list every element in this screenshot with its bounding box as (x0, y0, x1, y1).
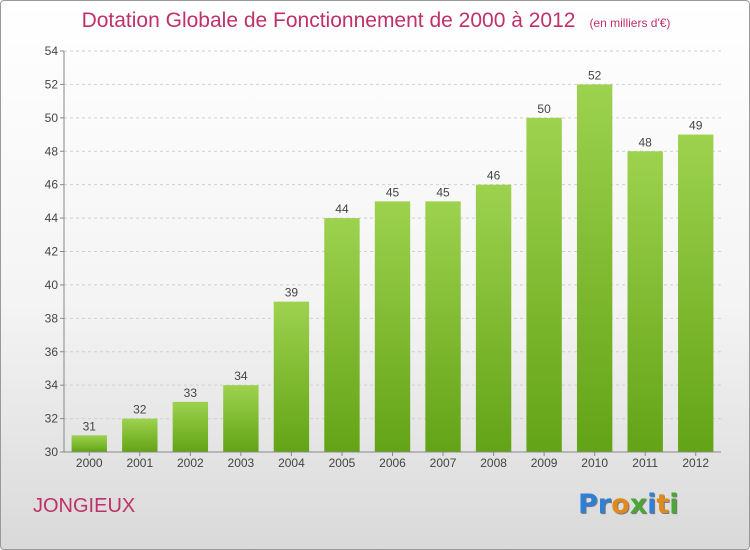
y-tick-label: 54 (45, 44, 59, 58)
bar-2012 (678, 134, 714, 452)
bar-2005 (324, 218, 360, 452)
data-label-2010: 52 (588, 68, 602, 82)
y-tick-label: 42 (45, 245, 59, 259)
y-tick-label: 34 (45, 378, 59, 392)
y-tick-label: 40 (45, 278, 59, 292)
proxiti-logo: Proxiti (578, 489, 679, 520)
bar-2000 (71, 435, 107, 452)
axes: 30 32 34 36 38 40 42 44 46 48 50 52 54 2000 2001 2002 20… (45, 44, 721, 470)
x-tick-label-2009: 2009 (531, 456, 558, 470)
logo-letter: r (597, 489, 612, 520)
bars (71, 84, 714, 453)
y-tick-label: 52 (45, 77, 59, 91)
x-tick-label-2006: 2006 (379, 456, 406, 470)
bar-2007 (425, 201, 461, 452)
x-tick-label-2005: 2005 (329, 456, 356, 470)
data-labels: 31 32 33 34 39 44 45 45 46 50 52 48 49 (83, 68, 703, 433)
logo-letter: x (629, 489, 648, 520)
data-label-2009: 50 (537, 102, 551, 116)
x-tick-label-2011: 2011 (632, 456, 658, 470)
commune-name: JONGIEUX (33, 495, 136, 517)
x-tick-label-2000: 2000 (76, 456, 103, 470)
x-tick-label-2007: 2007 (430, 456, 457, 470)
data-label-2002: 33 (184, 386, 198, 400)
logo-letter: P (578, 489, 598, 520)
y-tick-label: 48 (45, 144, 59, 158)
logo-letter: i (669, 489, 679, 520)
x-tick-label-2002: 2002 (177, 456, 204, 470)
chart-subtitle: (en milliers d'€) (589, 16, 671, 30)
y-tick-label: 30 (45, 445, 59, 459)
y-tick-label: 36 (45, 345, 59, 359)
bar-2004 (273, 301, 310, 452)
title-row: Dotation Globale de Fonctionnement de 20… (1, 9, 749, 33)
y-tick-label: 32 (45, 412, 59, 426)
x-tick-label-2003: 2003 (228, 456, 255, 470)
y-tick-label: 38 (45, 311, 59, 325)
data-label-2004: 39 (285, 286, 299, 300)
data-label-2012: 49 (689, 119, 703, 133)
bar-2008 (475, 184, 512, 452)
x-tick-label-2004: 2004 (278, 456, 305, 470)
bar-2003 (223, 385, 259, 452)
data-label-2003: 34 (234, 369, 248, 383)
data-label-2011: 48 (639, 135, 653, 149)
bar-2009 (526, 117, 562, 452)
bar-2001 (122, 418, 158, 452)
data-label-2007: 45 (436, 185, 450, 199)
logo-letter: o (611, 489, 630, 520)
y-tick-label: 46 (45, 178, 59, 192)
data-label-2006: 45 (386, 185, 400, 199)
x-tick-label-2010: 2010 (581, 456, 608, 470)
bar-2006 (374, 201, 411, 452)
y-tick-label: 50 (45, 111, 59, 125)
x-tick-label-2008: 2008 (480, 456, 507, 470)
bar-2010 (576, 84, 613, 453)
x-tick-label-2012: 2012 (682, 456, 709, 470)
y-tick-label: 44 (45, 211, 59, 225)
data-label-2001: 32 (133, 403, 147, 417)
logo-letter: t (656, 489, 670, 520)
data-label-2005: 44 (335, 202, 349, 216)
bar-2002 (172, 401, 209, 452)
chart-title: Dotation Globale de Fonctionnement de 20… (81, 9, 576, 32)
x-tick-label-2001: 2001 (126, 456, 153, 470)
logo-letter: i (647, 489, 657, 520)
bar-2011 (627, 151, 663, 452)
data-label-2000: 31 (83, 419, 97, 433)
data-label-2008: 46 (487, 169, 501, 183)
